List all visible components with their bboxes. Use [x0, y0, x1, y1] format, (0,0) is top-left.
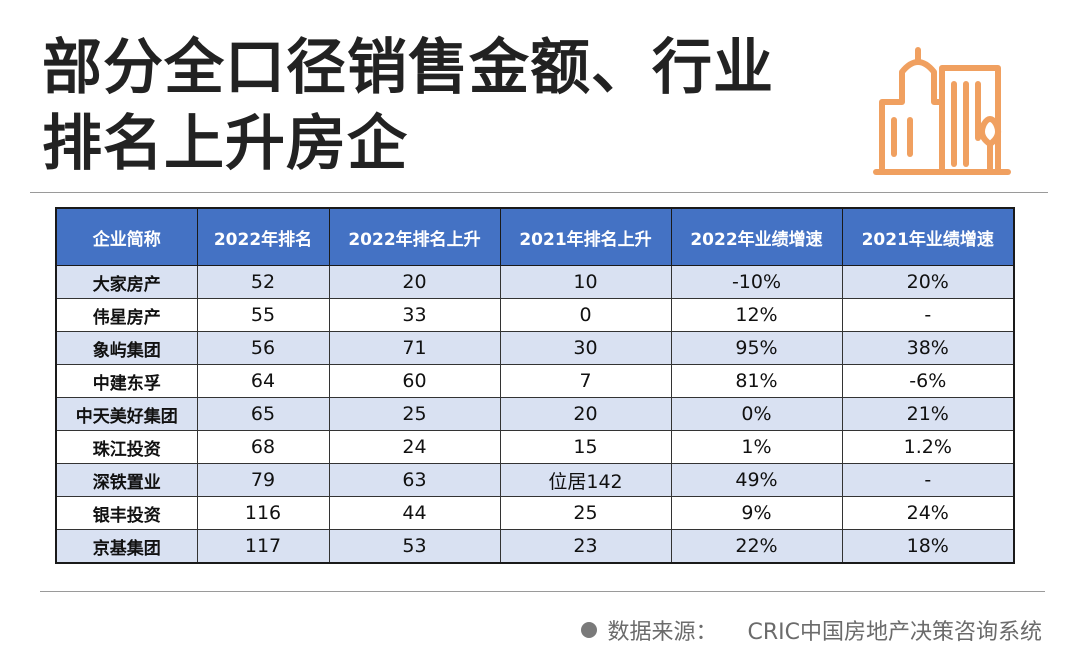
- rise-2021: 30: [499, 331, 672, 365]
- growth-2021: 20%: [841, 265, 1015, 299]
- bullet-dot-icon: [581, 622, 598, 638]
- table-row: 深铁置业 79 63 位居142 49% -: [55, 463, 1015, 497]
- rise-2022: 20: [328, 265, 501, 299]
- growth-2021: -: [841, 298, 1015, 332]
- table-row: 银丰投资 116 44 25 9% 24%: [55, 496, 1015, 530]
- company-name: 伟星房产: [55, 298, 198, 332]
- growth-2022: 0%: [670, 397, 843, 431]
- rise-2022: 25: [328, 397, 501, 431]
- growth-2021: 38%: [841, 331, 1015, 365]
- source-value: CRIC中国房地产决策咨询系统: [747, 620, 1043, 645]
- header-rise-2022: 2022年排名上升: [328, 207, 501, 266]
- company-name: 中建东孚: [55, 364, 198, 398]
- title-line-1: 部分全口径销售金额、行业: [42, 33, 774, 103]
- growth-2021: 24%: [841, 496, 1015, 530]
- company-name: 象屿集团: [55, 331, 198, 365]
- growth-2021: 18%: [841, 529, 1015, 564]
- company-name: 中天美好集团: [55, 397, 198, 431]
- source-label: 数据来源：: [607, 620, 718, 645]
- rise-2022: 63: [328, 463, 501, 497]
- table-row: 象屿集团 56 71 30 95% 38%: [55, 331, 1015, 365]
- rise-2021: 20: [499, 397, 672, 431]
- rank-2022: 64: [196, 364, 330, 398]
- table-row: 大家房产 52 20 10 -10% 20%: [55, 265, 1015, 299]
- header-growth-2021: 2021年业绩增速: [841, 207, 1015, 266]
- header-company: 企业简称: [55, 207, 198, 266]
- rank-2022: 116: [196, 496, 330, 530]
- rise-2022: 71: [328, 331, 501, 365]
- company-name: 京基集团: [55, 529, 198, 564]
- growth-2021: -6%: [841, 364, 1015, 398]
- growth-2021: 1.2%: [841, 430, 1015, 464]
- top-divider: [30, 192, 1048, 193]
- rise-2021: 0: [499, 298, 672, 332]
- table-header-row: 企业简称 2022年排名 2022年排名上升 2021年排名上升 2022年业绩…: [55, 207, 1015, 266]
- growth-2022: 81%: [670, 364, 843, 398]
- growth-2022: 22%: [670, 529, 843, 564]
- rise-2022: 60: [328, 364, 501, 398]
- header-growth-2022: 2022年业绩增速: [670, 207, 843, 266]
- rank-2022: 68: [196, 430, 330, 464]
- header-rise-2021: 2021年排名上升: [499, 207, 672, 266]
- growth-2022: -10%: [670, 265, 843, 299]
- company-name: 银丰投资: [55, 496, 198, 530]
- rise-2022: 33: [328, 298, 501, 332]
- company-name: 深铁置业: [55, 463, 198, 497]
- rank-2022: 56: [196, 331, 330, 365]
- rank-2022: 117: [196, 529, 330, 564]
- growth-2022: 49%: [670, 463, 843, 497]
- rise-2021: 7: [499, 364, 672, 398]
- rise-2021: 15: [499, 430, 672, 464]
- header-rank-2022: 2022年排名: [196, 207, 330, 266]
- table-row: 中天美好集团 65 25 20 0% 21%: [55, 397, 1015, 431]
- table-row: 伟星房产 55 33 0 12% -: [55, 298, 1015, 332]
- rise-2021: 位居142: [499, 463, 672, 497]
- source-note: 数据来源： CRIC中国房地产决策咨询系统: [581, 614, 1042, 646]
- rank-2022: 52: [196, 265, 330, 299]
- growth-2021: -: [841, 463, 1015, 497]
- rank-2022: 79: [196, 463, 330, 497]
- company-name: 大家房产: [55, 265, 198, 299]
- rank-2022: 55: [196, 298, 330, 332]
- buildings-icon: [873, 47, 1011, 175]
- title-line-2: 排名上升房企: [42, 109, 408, 179]
- growth-2022: 9%: [670, 496, 843, 530]
- table-row: 中建东孚 64 60 7 81% -6%: [55, 364, 1015, 398]
- rank-2022: 65: [196, 397, 330, 431]
- table-row: 珠江投资 68 24 15 1% 1.2%: [55, 430, 1015, 464]
- table-row: 京基集团 117 53 23 22% 18%: [55, 529, 1015, 564]
- growth-2022: 1%: [670, 430, 843, 464]
- growth-2022: 95%: [670, 331, 843, 365]
- ranking-table: 企业简称 2022年排名 2022年排名上升 2021年排名上升 2022年业绩…: [55, 207, 1015, 564]
- rise-2022: 44: [328, 496, 501, 530]
- rise-2021: 10: [499, 265, 672, 299]
- rise-2021: 25: [499, 496, 672, 530]
- company-name: 珠江投资: [55, 430, 198, 464]
- growth-2021: 21%: [841, 397, 1015, 431]
- page-title: 部分全口径销售金额、行业 排名上升房企: [42, 30, 862, 182]
- growth-2022: 12%: [670, 298, 843, 332]
- rise-2021: 23: [499, 529, 672, 564]
- rise-2022: 53: [328, 529, 501, 564]
- rise-2022: 24: [328, 430, 501, 464]
- bottom-divider: [40, 591, 1045, 592]
